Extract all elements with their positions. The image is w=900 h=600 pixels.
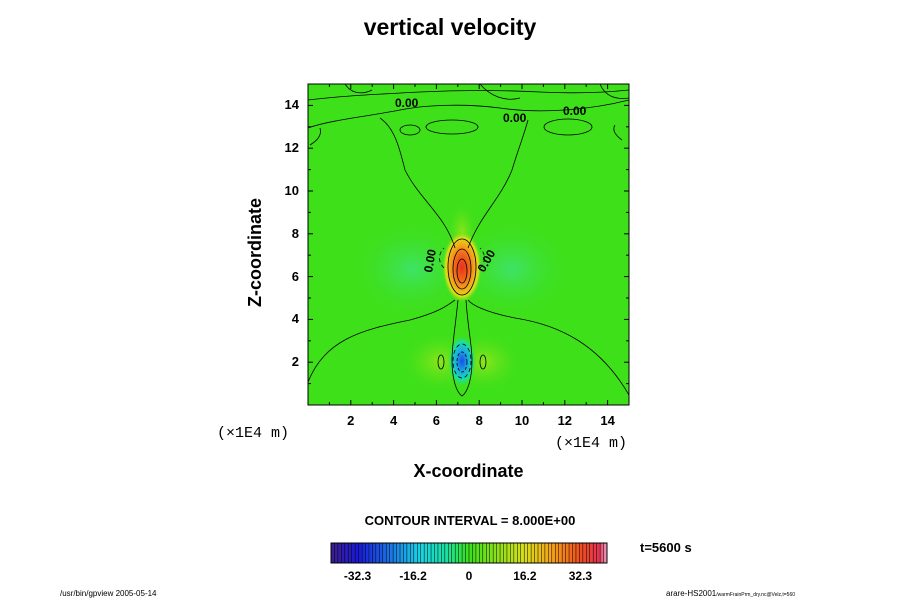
plot-frame bbox=[307, 83, 630, 406]
contour-top-1 bbox=[308, 99, 629, 129]
x-tick-label: 6 bbox=[432, 413, 440, 428]
x-tick-label: 10 bbox=[514, 413, 530, 428]
x-axis-label: X-coordinate bbox=[413, 461, 524, 481]
x-tick-label: 14 bbox=[600, 413, 615, 428]
contour-top-2 bbox=[308, 89, 629, 101]
colorbar-divisions bbox=[334, 543, 604, 563]
y-tick-label: 10 bbox=[284, 183, 299, 198]
contour-lines bbox=[308, 84, 629, 397]
x-tick-label: 2 bbox=[347, 413, 355, 428]
contour-up-1 bbox=[447, 238, 477, 296]
contour-neg-right bbox=[479, 247, 485, 269]
colorbar-tick-label: 32.3 bbox=[568, 569, 593, 583]
time-label: t=5600 s bbox=[640, 540, 692, 555]
footer-right-sub: /warmFrainPrm_dry.nc@Velz,t=560 bbox=[716, 592, 796, 598]
contour-up-3 bbox=[456, 258, 468, 284]
contour-interval-text: CONTOUR INTERVAL = 8.000E+00 bbox=[364, 513, 576, 528]
contour-up-2 bbox=[452, 248, 472, 290]
colorbar-tick-label: -16.2 bbox=[399, 569, 427, 583]
contour-zero-stem bbox=[451, 299, 473, 397]
contour-neg-left bbox=[439, 247, 445, 269]
contour-zero-upper-right bbox=[467, 119, 529, 249]
contour-top-wave-1 bbox=[344, 84, 373, 94]
y-tick-label: 2 bbox=[291, 354, 299, 370]
footer-right: arare-HS2001/warmFrainPrm_dry.nc@Velz,t=… bbox=[666, 589, 795, 598]
footer-right-main: arare-HS2001 bbox=[666, 589, 717, 598]
contour-edge-left bbox=[309, 127, 321, 146]
updraft-core bbox=[442, 231, 482, 303]
contour-top-oval-3 bbox=[399, 124, 421, 136]
contour-label: 0.00 bbox=[395, 96, 419, 110]
tick-marks bbox=[308, 84, 629, 405]
contour-zero-lower-right bbox=[467, 299, 629, 396]
contour-top-oval-1 bbox=[425, 119, 479, 135]
contour-small-right bbox=[479, 354, 487, 370]
x-tick-label: 12 bbox=[557, 413, 573, 428]
y-tick-label: 4 bbox=[291, 311, 299, 327]
y-tick-label: 6 bbox=[291, 268, 299, 284]
x-tick-label: 8 bbox=[475, 413, 483, 428]
contour-down-1 bbox=[452, 343, 472, 379]
contour-top-oval-2 bbox=[543, 118, 593, 136]
field-cyan-right bbox=[452, 221, 572, 317]
contour-label: 0.00 bbox=[503, 111, 527, 125]
y-axis-label: Z-coordinate bbox=[245, 197, 265, 307]
contour-edge-right bbox=[613, 124, 623, 141]
field-cyan-left bbox=[352, 221, 472, 317]
colorbar-tick-label: -32.3 bbox=[343, 569, 372, 583]
chart-title: vertical velocity bbox=[363, 14, 537, 40]
contour-zero-upper-left bbox=[379, 117, 456, 249]
x-tick-label: 4 bbox=[389, 413, 398, 428]
y-axis-unit: (×1E4 m) bbox=[217, 425, 290, 442]
contour-label: 0.00 bbox=[421, 248, 439, 274]
y-tick-label: 12 bbox=[284, 140, 299, 156]
downdraft-core bbox=[448, 335, 476, 387]
colorbar-tick-label: 0 bbox=[465, 569, 473, 583]
contour-field: 0.00 0.00 0.00 0.00 0.00 bbox=[308, 84, 629, 405]
contour-down-2 bbox=[456, 351, 468, 373]
contour-top-wave-2 bbox=[479, 84, 521, 100]
contour-label: 0.00 bbox=[563, 104, 587, 118]
y-tick-label: 14 bbox=[284, 97, 299, 113]
contour-small-left bbox=[437, 354, 445, 370]
footer-left: /usr/bin/gpview 2005-05-14 bbox=[60, 589, 157, 598]
y-tick-label: 8 bbox=[291, 225, 299, 241]
contour-zero-lower-left bbox=[308, 299, 456, 383]
x-axis-unit: (×1E4 m) bbox=[555, 435, 628, 452]
contour-top-wave-3 bbox=[599, 84, 629, 99]
colorbar-tick-label: 16.2 bbox=[513, 569, 537, 583]
